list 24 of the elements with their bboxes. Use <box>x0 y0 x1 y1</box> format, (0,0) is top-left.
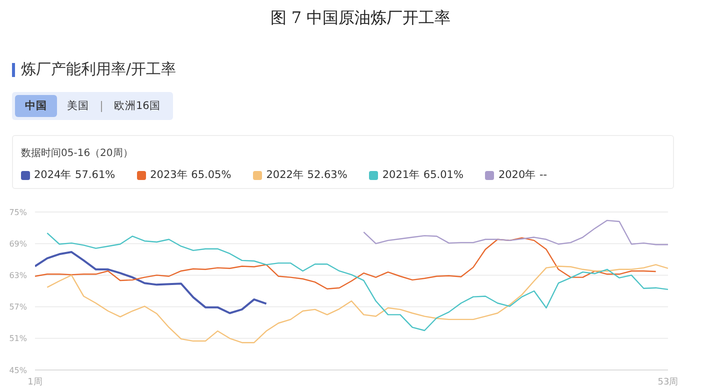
legend-label: 2020年 -- <box>498 168 548 182</box>
text: 数据时间05-16（20周） <box>21 146 134 160</box>
text: 美国 <box>66 99 90 114</box>
line-series <box>363 220 668 246</box>
y-tick-label: 75% <box>9 208 28 217</box>
legend-label: 2024年 57.61% <box>34 168 116 182</box>
line-series <box>46 232 668 332</box>
y-tick-label: 69% <box>9 239 28 248</box>
chart-title: 图 7 中国原油炼厂开工率 <box>269 8 452 29</box>
y-tick-label: 51% <box>9 334 28 344</box>
line-series <box>35 237 656 290</box>
line-series <box>35 251 268 314</box>
chart-subtitle: 炼厂产能利用率/开工率 <box>21 60 176 79</box>
y-tick-label: 57% <box>9 302 28 312</box>
y-tick-label: 63% <box>9 271 28 280</box>
x-tick-label: 1周 <box>28 376 42 388</box>
y-tick-label: 45% <box>9 366 28 375</box>
legend-label: 2023年 65.05% <box>150 168 232 182</box>
text: 欧洲16国 <box>113 99 162 114</box>
text: 中国 <box>15 95 57 117</box>
legend-label: 2021年 65.01% <box>382 168 464 182</box>
x-tick-label: 53周 <box>658 376 678 388</box>
legend-label: 2022年 52.63% <box>266 168 348 182</box>
line-series <box>46 264 668 344</box>
